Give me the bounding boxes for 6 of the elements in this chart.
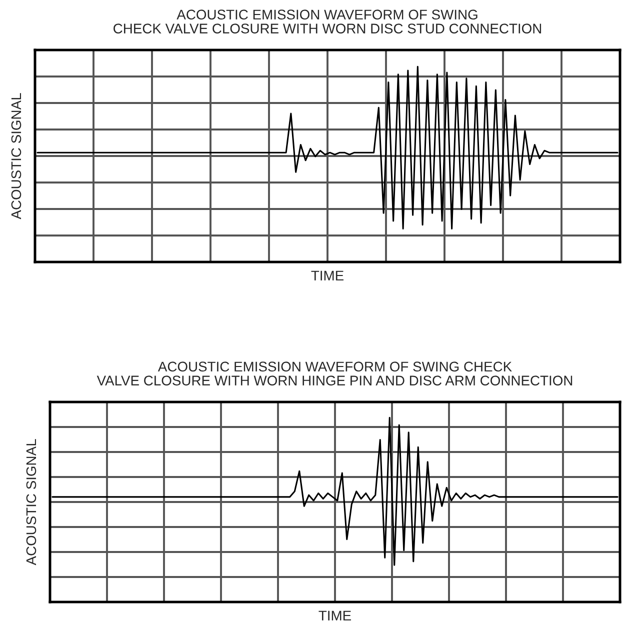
x-axis-title: TIME [311, 270, 344, 280]
y-axis-title: ACOUSTIC SIGNAL [26, 439, 36, 566]
y-axis-title: ACOUSTIC SIGNAL [11, 93, 22, 220]
chart-title: ACOUSTIC EMISSION WAVEFORM OF SWING CHECK VALVE CLOSURE WITH WORN HINGE PIN AND DISC ARM CONNECTION [96, 362, 572, 386]
chart-title: ACOUSTIC EMISSION WAVEFORM OF SWING CHECK VALVE CLOSURE WITH WORN DISC STUD CONNECTION [114, 10, 542, 34]
x-axis-title: TIME [318, 610, 351, 620]
